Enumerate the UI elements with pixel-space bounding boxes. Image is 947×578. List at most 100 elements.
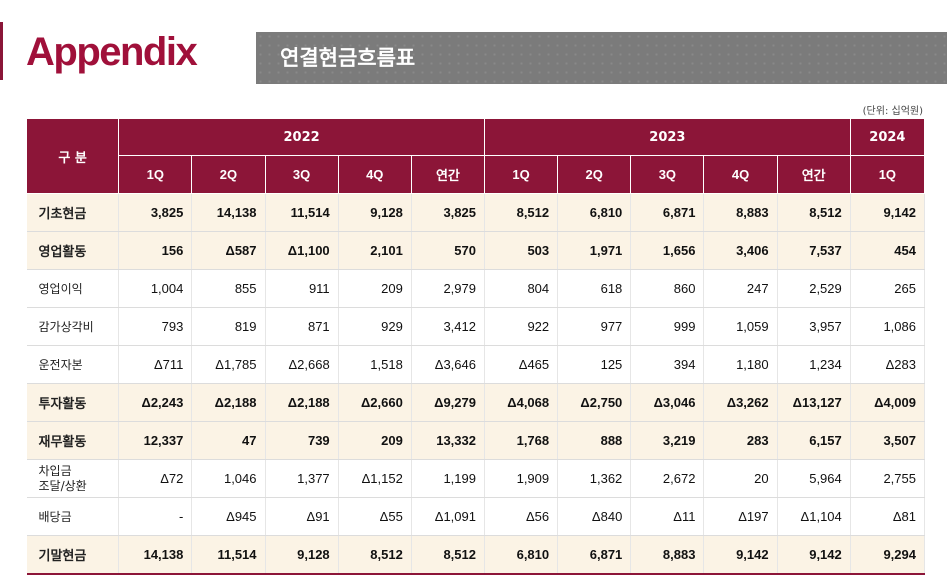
unit-note: (단위: 십억원) (862, 106, 923, 117)
table-cell: 1,971 (557, 231, 632, 270)
table-cell: Δ81 (850, 497, 926, 536)
quarter-header: 1Q (849, 155, 926, 194)
row-label: 투자활동 (26, 383, 120, 422)
table-cell: 855 (191, 269, 266, 308)
table-cell: 14,138 (118, 535, 193, 575)
table-cell: 11,514 (191, 535, 266, 575)
table-cell: 1,046 (191, 459, 266, 498)
table-cell: 9,142 (777, 535, 851, 575)
row-label: 운전자본 (26, 345, 120, 384)
table-row: 기말현금 14,138 11,514 9,128 8,512 8,512 6,810 6,87… (26, 535, 926, 575)
table-cell: Δ1,091 (411, 497, 485, 536)
header-row-quarters: 1Q 2Q 3Q 4Q 연간 1Q 2Q 3Q 4Q 연간 1Q (27, 155, 926, 194)
table-cell: 283 (703, 421, 778, 460)
table-cell: 793 (118, 307, 193, 346)
table-cell: 1,004 (118, 269, 193, 308)
table-cell: Δ4,009 (850, 383, 926, 422)
table-cell: 3,507 (850, 421, 926, 460)
table-cell: 209 (338, 269, 412, 308)
table-cell: 9,142 (850, 193, 926, 232)
table-cell: Δ2,188 (191, 383, 266, 422)
table-cell: Δ3,646 (411, 345, 485, 384)
table-cell: 125 (557, 345, 632, 384)
row-label-line: 조달/상환 (38, 478, 87, 493)
table-cell: 14,138 (191, 193, 266, 232)
year-header-2024: 2024 (849, 118, 926, 156)
table-cell: Δ2,750 (557, 383, 632, 422)
table-cell: 8,512 (484, 193, 559, 232)
table-cell: 454 (850, 231, 926, 270)
section-title-bar: 연결현금흐름표 (256, 32, 947, 84)
table-cell: Δ197 (703, 497, 778, 536)
annual-header: 연간 (776, 155, 851, 194)
table-cell: 570 (411, 231, 485, 270)
table-cell: 5,964 (777, 459, 851, 498)
table-cell: 2,101 (338, 231, 412, 270)
table-cell: 860 (630, 269, 705, 308)
table-cell: Δ2,668 (265, 345, 339, 384)
table-cell: 6,810 (557, 193, 632, 232)
table-cell: 3,412 (411, 307, 485, 346)
table-cell: 871 (265, 307, 339, 346)
table-cell: 3,406 (703, 231, 778, 270)
year-header-2022: 2022 (118, 118, 485, 156)
table-cell: 1,656 (630, 231, 705, 270)
table-cell: Δ4,068 (484, 383, 559, 422)
year-header-2023: 2023 (483, 118, 851, 156)
quarter-header: 2Q (191, 155, 266, 194)
row-label: 감가상각비 (26, 307, 120, 346)
table-cell: 922 (484, 307, 559, 346)
table-cell: 618 (557, 269, 632, 308)
table-cell: 247 (703, 269, 778, 308)
table-cell: 12,337 (118, 421, 193, 460)
table-cell: Δ1,152 (338, 459, 412, 498)
table-cell: 9,128 (265, 535, 339, 575)
table-cell: 999 (630, 307, 705, 346)
table-cell: Δ72 (118, 459, 193, 498)
table-cell: 977 (557, 307, 632, 346)
table-cell: 804 (484, 269, 559, 308)
table-cell: 2,672 (630, 459, 705, 498)
table-row: 배당금 - Δ945 Δ91 Δ55 Δ1,091 Δ56 Δ840 Δ11 Δ197 Δ1,104… (26, 497, 926, 536)
table-cell: 20 (703, 459, 778, 498)
quarter-header: 3Q (264, 155, 339, 194)
table-row: 영업활동 156 Δ587 Δ1,100 2,101 570 503 1,971 1,656 3,… (26, 231, 926, 270)
table-cell: 8,512 (411, 535, 485, 575)
row-label-header: 구 분 (25, 118, 120, 194)
table-cell: 739 (265, 421, 339, 460)
row-label: 기초현금 (26, 193, 120, 232)
table-cell: Δ945 (191, 497, 266, 536)
table-cell: 156 (118, 231, 193, 270)
table-cell: 47 (191, 421, 266, 460)
table-cell: 9,128 (338, 193, 412, 232)
table-cell: 11,514 (265, 193, 339, 232)
table-cell: 6,157 (777, 421, 851, 460)
row-label: 차입금 조달/상환 (26, 459, 120, 498)
table-cell: Δ2,243 (118, 383, 193, 422)
annual-header: 연간 (410, 155, 485, 194)
table-cell: Δ2,188 (265, 383, 339, 422)
row-label: 재무활동 (26, 421, 120, 460)
section-title: 연결현금흐름표 (280, 46, 416, 70)
table-cell: 929 (338, 307, 412, 346)
table-cell: 1,234 (777, 345, 851, 384)
table-cell: 1,768 (484, 421, 559, 460)
table-cell: Δ1,785 (191, 345, 266, 384)
table-row: 차입금 조달/상환 Δ72 1,046 1,377 Δ1,152 1,199 1,909 1,3… (26, 459, 926, 498)
table-cell: 1,059 (703, 307, 778, 346)
table-row: 재무활동 12,337 47 739 209 13,332 1,768 888 3,219 283… (26, 421, 926, 460)
table-cell: Δ55 (338, 497, 412, 536)
table-cell: 13,332 (411, 421, 485, 460)
table-cell: 3,825 (411, 193, 485, 232)
table-cell: 3,825 (118, 193, 193, 232)
table-cell: 8,883 (630, 535, 705, 575)
row-label-line: 차입금 (38, 463, 72, 478)
table-cell: 8,512 (777, 193, 851, 232)
table-cell: 888 (557, 421, 632, 460)
table-cell: - (118, 497, 193, 536)
table-cell: 1,086 (850, 307, 926, 346)
table-cell: Δ2,660 (338, 383, 412, 422)
table-cell: Δ711 (118, 345, 193, 384)
table-cell: 503 (484, 231, 559, 270)
appendix-heading: Appendix (26, 30, 198, 74)
